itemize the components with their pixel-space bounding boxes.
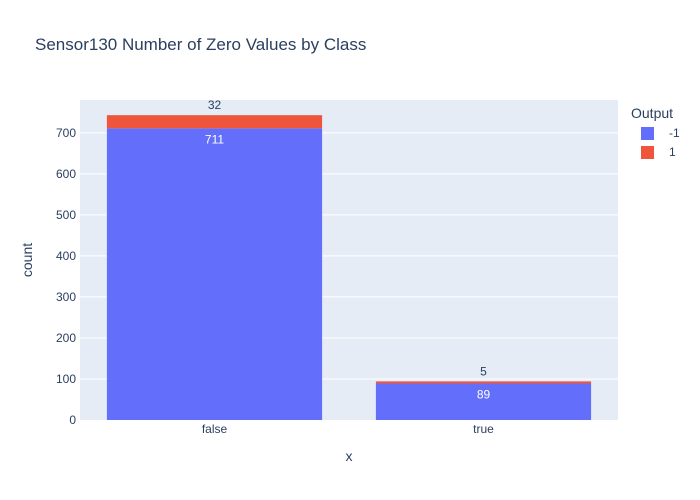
chart-title: Sensor130 Number of Zero Values by Class [35,35,366,54]
legend: Output -1 1 [631,105,680,159]
data-label: 711 [205,132,224,146]
y-tick-label: 600 [56,167,76,181]
bar-series-1-false [106,115,323,129]
data-label: 32 [208,98,222,112]
legend-label: -1 [669,126,680,140]
y-tick-label: 300 [56,290,76,304]
legend-swatch [641,127,654,140]
bar-series-0-true [375,383,592,420]
legend-swatch [641,146,654,159]
y-tick-label: 700 [56,126,76,140]
bar-series-0-false [106,128,323,421]
x-tick-label: false [202,422,228,436]
y-axis-title: count [19,243,35,277]
x-axis-title: x [346,448,353,464]
bar-series-1-true [375,381,592,384]
x-tick-label: true [473,422,494,436]
legend-label: 1 [669,145,676,159]
data-label: 5 [480,364,487,378]
y-tick-label: 200 [56,331,76,345]
y-tick-labels: 0 100 200 300 400 500 600 700 [56,126,76,427]
y-tick-label: 0 [69,413,76,427]
y-tick-label: 500 [56,208,76,222]
x-tick-labels: false true [202,422,494,436]
data-label: 89 [477,387,491,401]
legend-title: Output [631,105,673,121]
y-tick-label: 100 [56,372,76,386]
bars: 711 32 89 5 [106,98,592,421]
y-tick-label: 400 [56,249,76,263]
